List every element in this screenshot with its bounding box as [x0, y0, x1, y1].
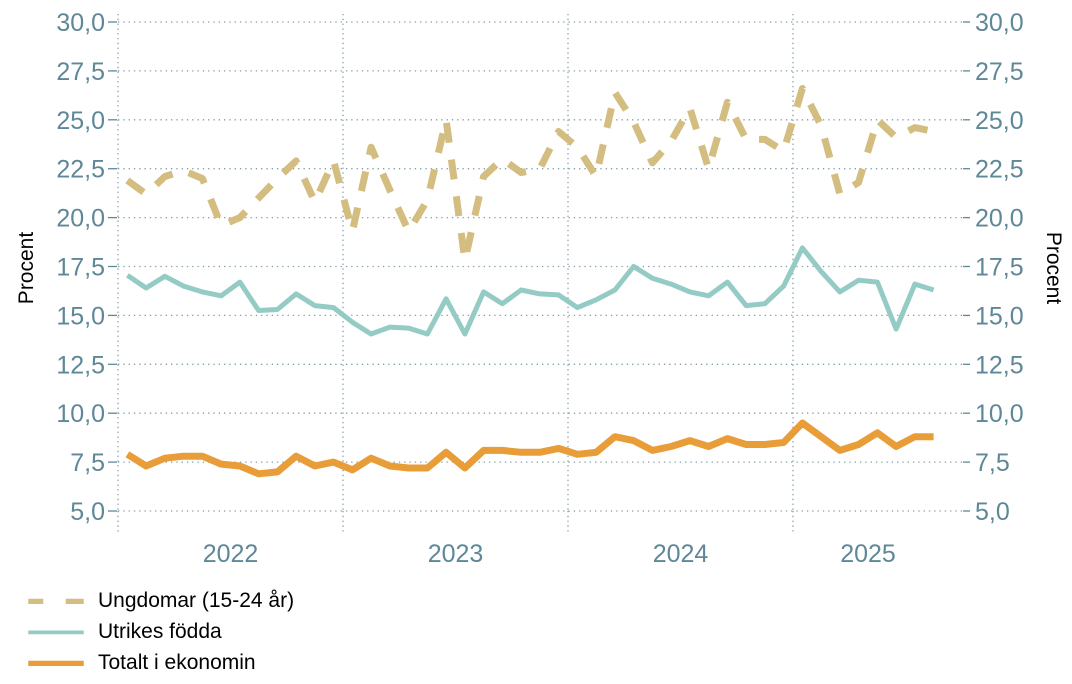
grid — [117, 14, 963, 512]
left-tick-label: 12,5 — [56, 351, 105, 379]
legend-dash — [28, 598, 44, 604]
right-tick-label: 30,0 — [975, 9, 1024, 37]
x-year-label: 2024 — [653, 540, 709, 568]
series-line-youth — [125, 85, 935, 265]
line-chart: 5,0 7,5 10,0 12,5 15,0 17,5 20,0 22,5 25,0 27,5 30… — [15, 9, 1065, 568]
left-tick-label: 25,0 — [56, 107, 105, 135]
right-tick-label: 7,5 — [975, 449, 1010, 477]
left-tick-label: 15,0 — [56, 302, 105, 330]
x-year-label: 2023 — [428, 540, 484, 568]
left-tick-label: 17,5 — [56, 254, 105, 282]
series-line-foreign-born — [125, 245, 935, 337]
right-tick-label: 10,0 — [975, 400, 1024, 428]
left-tick-label: 5,0 — [70, 498, 105, 526]
legend: Ungdomar (15-24 år) Utrikes födda Totalt… — [19, 585, 294, 678]
left-tick-label: 30,0 — [56, 9, 105, 37]
legend-swatch-foreign-born — [28, 630, 84, 634]
right-tick-label: 5,0 — [975, 498, 1010, 526]
left-tick-label: 10,0 — [56, 400, 105, 428]
right-tick-label: 25,0 — [975, 107, 1024, 135]
series-lines — [125, 85, 935, 478]
right-tick-label: 20,0 — [975, 205, 1024, 233]
series-line-total — [125, 419, 934, 478]
right-tick-label: 12,5 — [975, 351, 1024, 379]
legend-swatch-youth — [28, 598, 84, 604]
left-y-axis-title: Procent — [15, 232, 38, 305]
left-tick-label: 7,5 — [70, 449, 105, 477]
legend-label-foreign-born: Utrikes födda — [98, 619, 222, 643]
legend-item-youth: Ungdomar (15-24 år) — [19, 585, 294, 616]
legend-line — [28, 660, 84, 666]
left-tick-label: 20,0 — [56, 205, 105, 233]
right-tick-label: 17,5 — [975, 254, 1024, 282]
legend-label-youth: Ungdomar (15-24 år) — [98, 588, 295, 612]
left-y-axis: 5,0 7,5 10,0 12,5 15,0 17,5 20,0 22,5 25,0 27,5 30… — [56, 9, 117, 526]
legend-item-total: Totalt i ekonomin — [19, 647, 294, 678]
x-year-label: 2022 — [203, 540, 259, 568]
x-axis: 2022 2023 2024 2025 — [117, 511, 896, 568]
legend-label-total: Totalt i ekonomin — [98, 650, 256, 674]
left-tick-label: 22,5 — [56, 156, 105, 184]
x-year-label: 2025 — [840, 540, 896, 568]
right-tick-label: 22,5 — [975, 156, 1024, 184]
legend-swatch-total — [28, 660, 84, 666]
right-y-axis-title: Procent — [1042, 232, 1065, 305]
legend-dash — [65, 598, 84, 604]
right-y-axis: 5,0 7,5 10,0 12,5 15,0 17,5 20,0 22,5 25,0 27,5 30… — [963, 9, 1024, 526]
right-tick-label: 15,0 — [975, 302, 1024, 330]
legend-item-foreign-born: Utrikes födda — [19, 616, 294, 647]
left-tick-label: 27,5 — [56, 58, 105, 86]
right-tick-label: 27,5 — [975, 58, 1024, 86]
legend-line — [28, 630, 84, 634]
